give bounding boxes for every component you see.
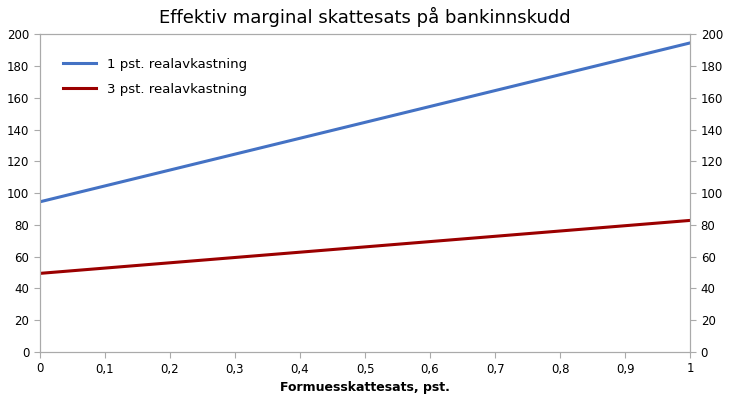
Line: 1 pst. realavkastning: 1 pst. realavkastning bbox=[39, 43, 691, 202]
1 pst. realavkastning bbox=[348, 123, 357, 128]
1 pst. realavkastning bbox=[670, 44, 679, 49]
3 pst. realavkastning bbox=[345, 246, 353, 251]
3 pst. realavkastning bbox=[569, 227, 577, 232]
3 pst. realavkastning bbox=[348, 245, 357, 250]
1 pst. realavkastning bbox=[569, 69, 577, 74]
Line: 3 pst. realavkastning: 3 pst. realavkastning bbox=[39, 221, 691, 273]
1 pst. realavkastning bbox=[345, 124, 353, 129]
Title: Effektiv marginal skattesats på bankinnskudd: Effektiv marginal skattesats på bankinns… bbox=[159, 7, 571, 27]
1 pst. realavkastning bbox=[35, 199, 44, 204]
3 pst. realavkastning bbox=[388, 242, 396, 247]
3 pst. realavkastning bbox=[423, 239, 431, 244]
3 pst. realavkastning bbox=[686, 218, 695, 223]
Legend: 1 pst. realavkastning, 3 pst. realavkastning: 1 pst. realavkastning, 3 pst. realavkast… bbox=[53, 47, 258, 106]
1 pst. realavkastning bbox=[686, 41, 695, 45]
1 pst. realavkastning bbox=[423, 105, 431, 109]
3 pst. realavkastning bbox=[35, 271, 44, 276]
X-axis label: Formuesskattesats, pst.: Formuesskattesats, pst. bbox=[280, 381, 450, 394]
3 pst. realavkastning bbox=[670, 219, 679, 224]
1 pst. realavkastning bbox=[388, 113, 396, 118]
